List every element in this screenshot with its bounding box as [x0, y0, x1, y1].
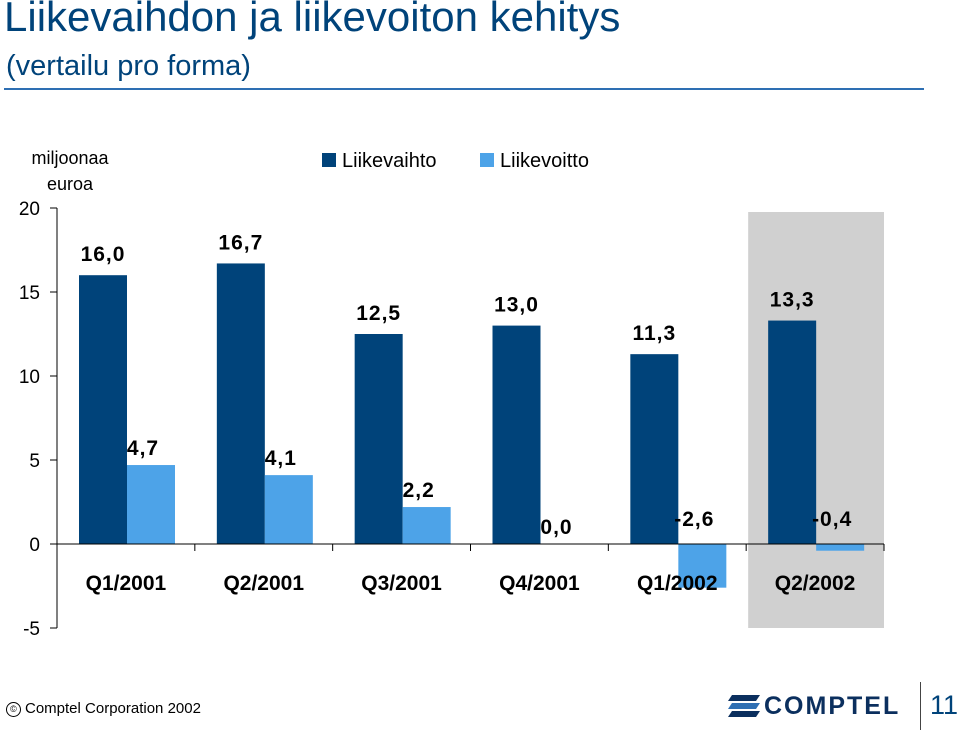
- bar-liikevaihto: [79, 275, 127, 544]
- copyright-notice: © Comptel Corporation 2002: [6, 700, 201, 717]
- bar-liikevaihto: [768, 320, 817, 544]
- data-label: -2,6: [674, 508, 714, 531]
- footer-divider: [920, 682, 921, 730]
- data-label: 13,0: [494, 294, 539, 317]
- bar-liikevaihto: [492, 325, 541, 544]
- legend-label: Liikevoitto: [500, 150, 589, 172]
- y-tick-label: 10: [19, 367, 40, 388]
- data-label: 16,7: [218, 231, 263, 254]
- y-tick-label: 0: [29, 535, 40, 556]
- data-label: 13,3: [770, 289, 815, 312]
- data-label: 4,7: [127, 437, 159, 460]
- y-axis-title-line: euroa: [47, 174, 94, 194]
- y-axis-title-line: miljoonaa: [31, 148, 109, 168]
- data-label: 16,0: [81, 243, 126, 266]
- x-category-label: Q1/2001: [86, 572, 167, 595]
- y-tick-label: -5: [23, 619, 40, 640]
- comptel-logo: COMPTEL: [728, 692, 918, 720]
- bar-liikevoitto: [402, 507, 451, 544]
- data-label: 12,5: [356, 302, 401, 325]
- comptel-logo-text: COMPTEL: [764, 692, 901, 720]
- bar-liikevoitto: [816, 544, 865, 551]
- title-divider: [4, 88, 924, 90]
- data-label: -0,4: [812, 508, 852, 531]
- x-category-label: Q1/2002: [637, 572, 718, 595]
- y-tick-label: 20: [19, 199, 40, 220]
- legend-swatch: [322, 153, 336, 167]
- page-number: 11: [930, 690, 959, 720]
- data-label: 0,0: [540, 516, 572, 539]
- data-label: 11,3: [632, 322, 676, 345]
- bar-liikevoitto: [264, 475, 313, 544]
- comptel-logo-mark-icon: [728, 695, 760, 717]
- revenue-profit-chart: 16,0 16,7 12,5 13,0 11,3 13,3 4,7 4,1 2,2 0,0 -2,6…: [19, 148, 885, 640]
- bar-liikevaihto: [354, 334, 403, 544]
- copyright-text: Comptel Corporation 2002: [25, 700, 201, 717]
- bar-liikevaihto: [630, 354, 679, 544]
- bar-liikevoitto: [678, 544, 727, 588]
- y-tick-label: 5: [29, 451, 40, 472]
- page-title: Liikevaihdon ja liikevoiton kehitys: [4, 0, 621, 40]
- data-label: 2,2: [403, 479, 435, 502]
- x-category-label: Q4/2001: [499, 572, 580, 595]
- data-label: 4,1: [265, 447, 297, 470]
- bar-liikevoitto: [127, 465, 175, 544]
- legend-swatch: [480, 153, 494, 167]
- legend-label: Liikevaihto: [342, 150, 437, 172]
- x-category-label: Q2/2001: [223, 572, 304, 595]
- copyright-icon: ©: [6, 702, 21, 717]
- page-subtitle: (vertailu pro forma): [6, 50, 251, 82]
- bar-liikevaihto: [216, 263, 265, 544]
- x-category-label: Q3/2001: [361, 572, 442, 595]
- x-category-label: Q2/2002: [775, 572, 856, 595]
- y-tick-label: 15: [19, 283, 40, 304]
